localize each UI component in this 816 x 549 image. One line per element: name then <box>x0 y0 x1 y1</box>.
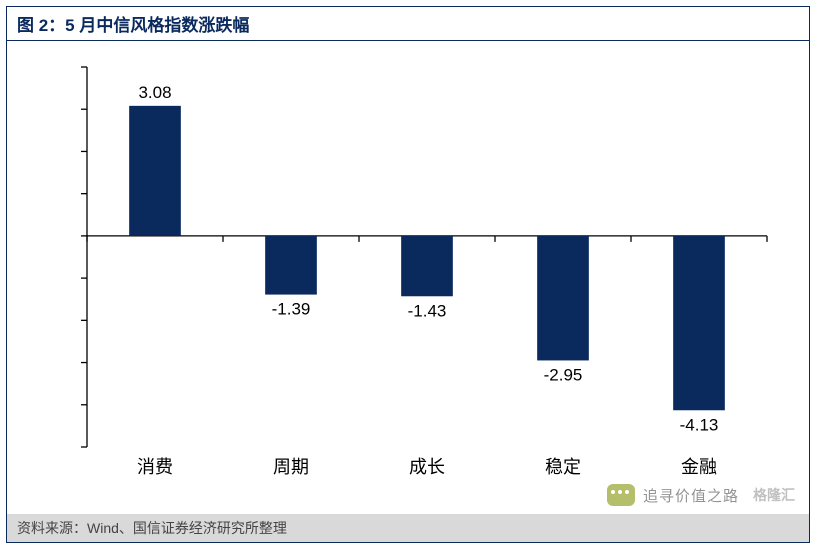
chart-frame: 图 2：5 月中信风格指数涨跌幅 43210-1-2-3-4-53.08消费-1… <box>6 6 810 543</box>
category-label: 金融 <box>681 457 717 477</box>
bar-value-label: -2.95 <box>544 365 583 384</box>
category-label: 成长 <box>409 457 445 477</box>
bar-value-label: -4.13 <box>680 415 719 434</box>
chart-title: 图 2：5 月中信风格指数涨跌幅 <box>17 11 249 36</box>
chat-bubble-icon <box>607 484 635 506</box>
category-label: 稳定 <box>545 457 581 477</box>
chart-footer: 资料来源：Wind、国信证券经济研究所整理 <box>7 514 809 542</box>
bar <box>129 106 181 236</box>
chart-plot: 43210-1-2-3-4-53.08消费-1.39周期-1.43成长-2.95… <box>77 57 777 487</box>
bar-chart-svg: 43210-1-2-3-4-53.08消费-1.39周期-1.43成长-2.95… <box>77 57 777 487</box>
category-label: 消费 <box>137 457 173 477</box>
bar <box>265 236 317 295</box>
bar <box>401 236 453 296</box>
bar <box>673 236 725 410</box>
category-label: 周期 <box>273 457 309 477</box>
bar-value-label: -1.39 <box>272 300 311 319</box>
source-text: 资料来源：Wind、国信证券经济研究所整理 <box>17 518 287 538</box>
watermark-text: 追寻价值之路 <box>643 485 739 506</box>
bar <box>537 236 589 361</box>
bar-value-label: -1.43 <box>408 301 447 320</box>
watermark-logo: 格隆汇 <box>753 485 795 505</box>
bar-value-label: 3.08 <box>138 83 171 102</box>
watermark: 追寻价值之路 格隆汇 <box>607 482 795 508</box>
chart-title-bar: 图 2：5 月中信风格指数涨跌幅 <box>7 7 809 41</box>
